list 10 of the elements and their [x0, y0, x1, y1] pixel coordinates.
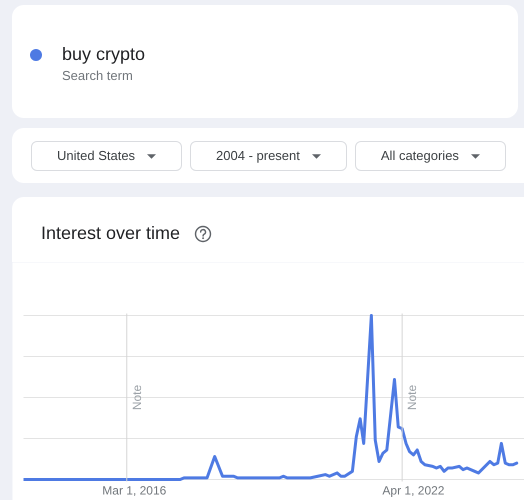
chart-title: Interest over time	[41, 223, 180, 244]
x-tick-label: Mar 1, 2016	[102, 484, 167, 498]
text: All categories	[380, 146, 459, 165]
ref-line-label: Note	[130, 384, 144, 410]
text: Search term	[62, 68, 133, 84]
x-tick-label: Apr 1, 2022	[382, 484, 445, 498]
text: 2004 - present	[216, 146, 300, 165]
ref-line-label: Note	[405, 384, 420, 410]
legend-label: buy crypto	[62, 44, 146, 65]
text: United States	[57, 146, 136, 165]
